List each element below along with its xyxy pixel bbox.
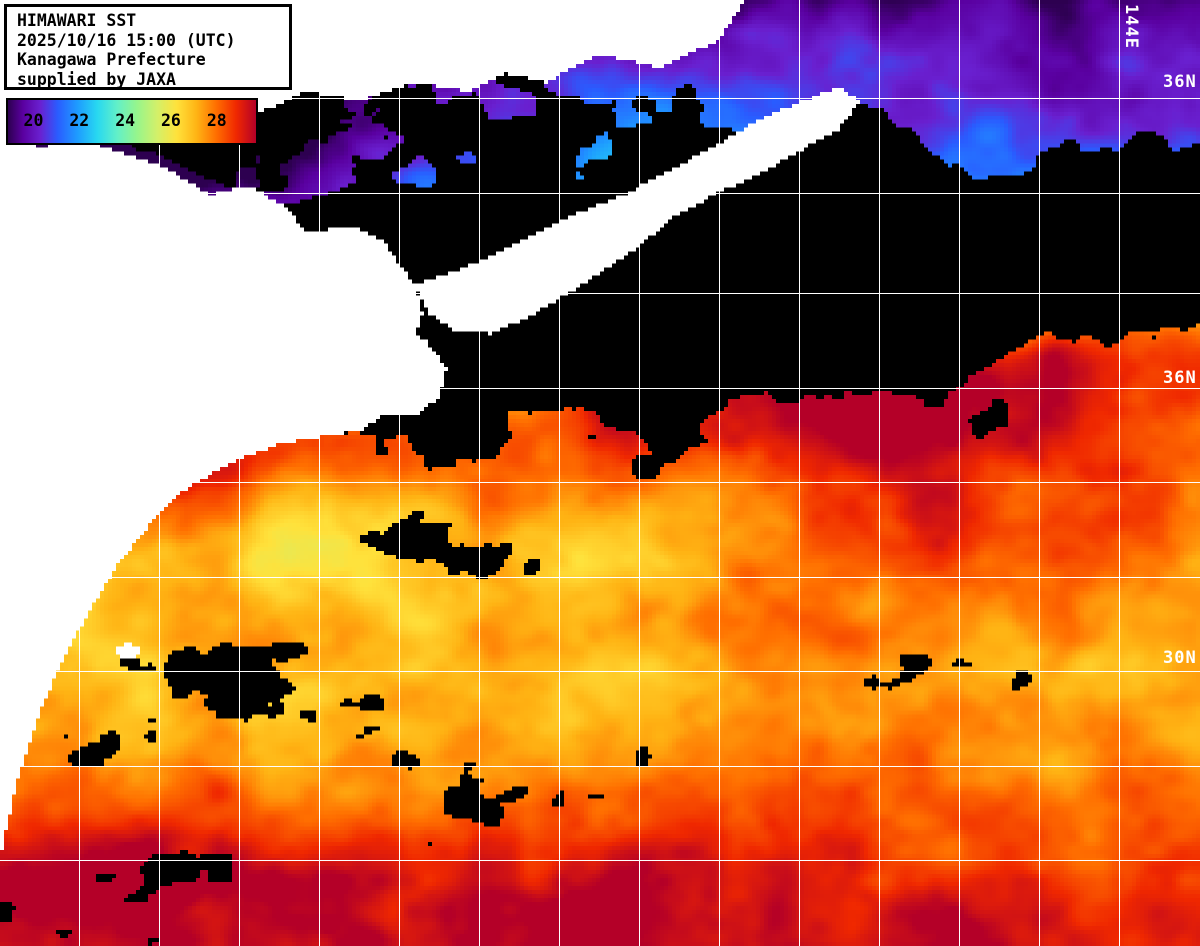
product-datetime: 2025/10/16 15:00 (UTC) (17, 30, 236, 50)
colorbar-gradient (8, 100, 256, 143)
colorbar-tick-labels: 20 22 24 26 28 (6, 98, 258, 145)
product-org: Kanagawa Prefecture (17, 50, 206, 69)
product-credit: supplied by JAXA (17, 69, 176, 89)
legend-title-box: HIMAWARI SST 2025/10/16 15:00 (UTC) Kana… (4, 4, 292, 90)
colorbar-tick-22: 22 (69, 111, 90, 130)
colorbar-tick-28: 28 (206, 111, 227, 130)
product-title: HIMAWARI SST (17, 11, 137, 30)
colorbar-tick-24: 24 (115, 111, 136, 130)
colorbar-tick-26: 26 (161, 111, 181, 130)
colorbar (6, 98, 258, 145)
colorbar-tick-20: 20 (23, 111, 44, 130)
